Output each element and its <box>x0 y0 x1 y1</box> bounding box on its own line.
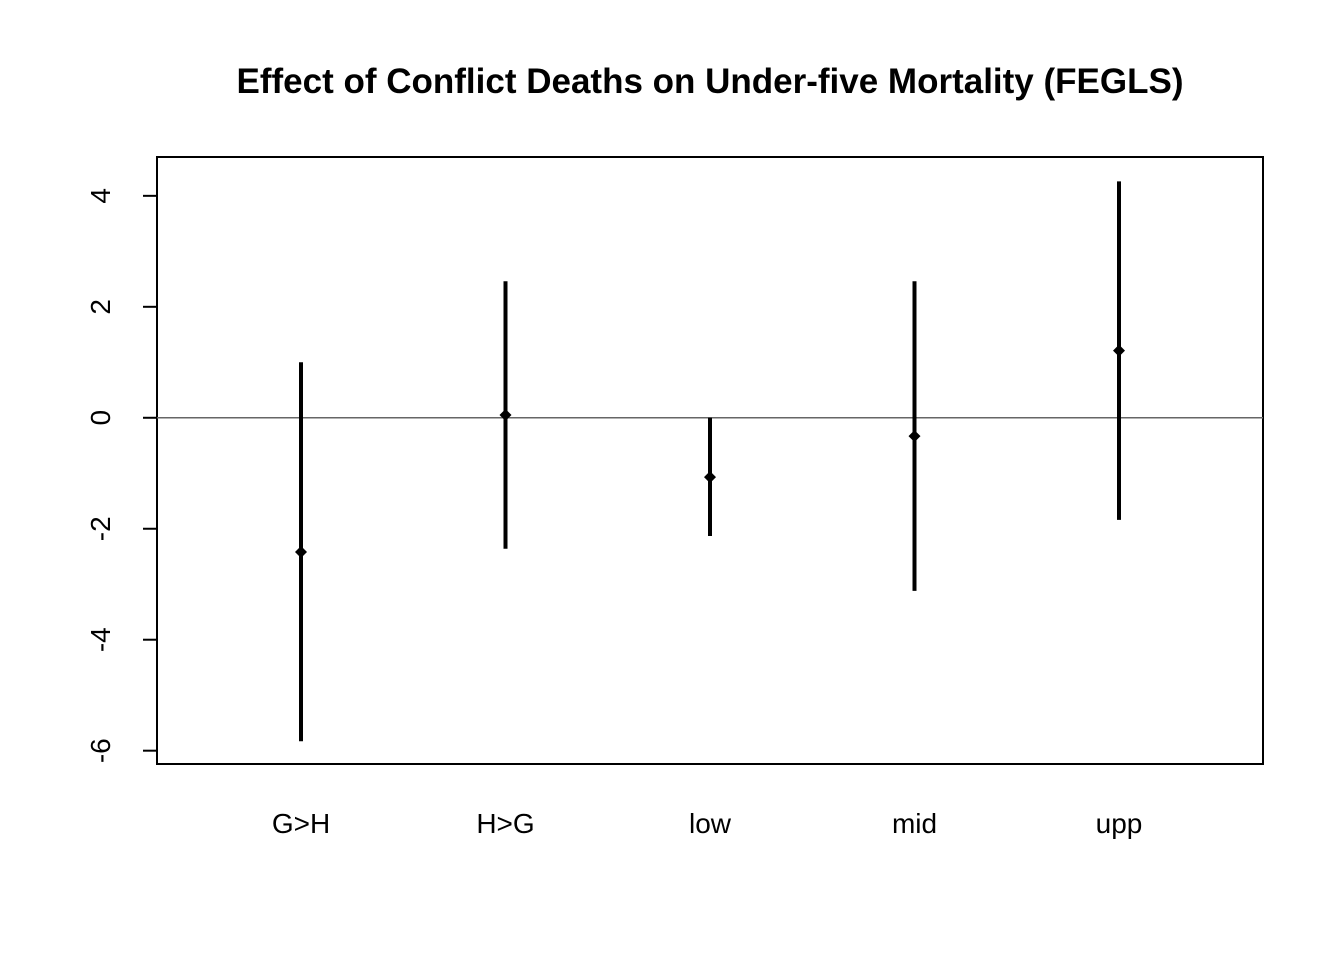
point-estimate-H>G <box>499 409 512 422</box>
point-estimate-mid <box>908 430 921 443</box>
chart-title: Effect of Conflict Deaths on Under-five … <box>237 62 1184 101</box>
x-category-label: H>G <box>476 808 534 839</box>
y-axis: -6 -4 -2 0 2 4 <box>85 188 158 763</box>
y-tick-label: 2 <box>85 299 116 315</box>
y-tick-label: -2 <box>85 516 116 541</box>
point-estimate-G>H <box>295 546 307 559</box>
x-category-label: low <box>689 808 732 839</box>
y-tick-label: 0 <box>85 410 116 426</box>
y-tick-label: -6 <box>85 738 116 763</box>
x-category-label: G>H <box>272 808 330 839</box>
y-tick-label: -4 <box>85 627 116 652</box>
y-tick-label: 4 <box>85 188 116 204</box>
point-estimate-upp <box>1113 344 1125 357</box>
x-category-label: upp <box>1096 808 1143 839</box>
x-category-label: mid <box>892 808 937 839</box>
x-axis-labels: G>H H>G low mid upp <box>272 808 1143 839</box>
chart-marks <box>295 181 1125 742</box>
point-estimate-low <box>704 471 716 484</box>
